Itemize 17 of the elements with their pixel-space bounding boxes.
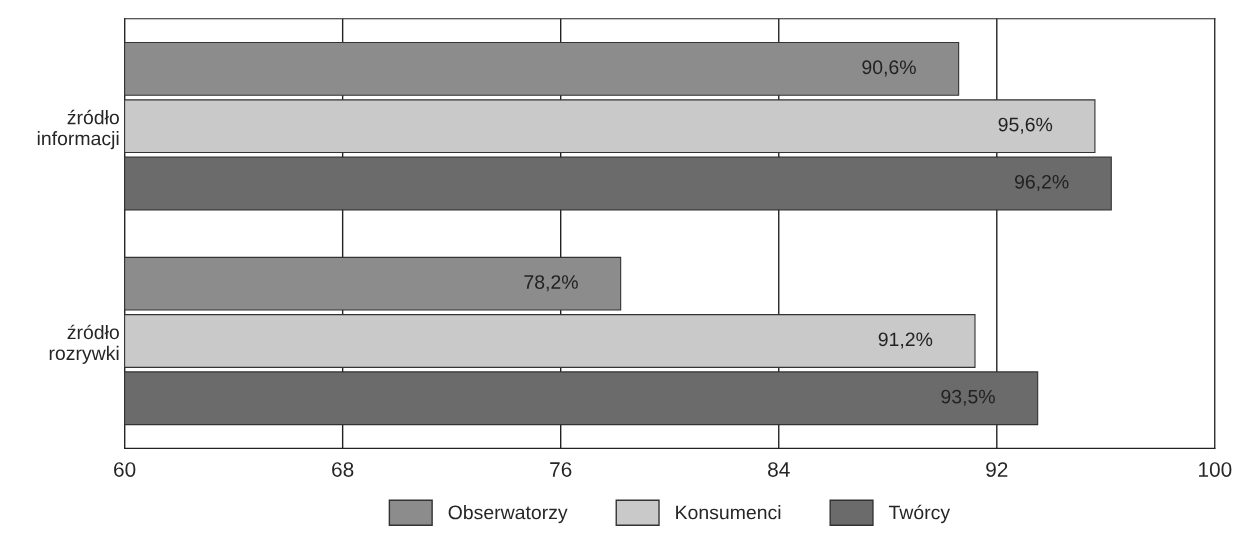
data-label: 78,2%	[524, 275, 578, 292]
data-label: 91,2%	[878, 332, 933, 349]
x-tick-label: 92	[986, 462, 1008, 477]
legend-label: Twórcy	[888, 504, 951, 524]
data-label: 90,6%	[862, 60, 916, 77]
data-label: 93,5%	[941, 389, 995, 406]
y-tick-label: źródło informacji	[37, 109, 119, 150]
x-tick-label: 68	[332, 462, 354, 477]
x-tick-label: 76	[550, 462, 572, 477]
legend-label: Obserwatorzy	[448, 505, 568, 524]
x-tick-label: 84	[768, 462, 790, 477]
data-label: 95,6%	[998, 117, 1053, 134]
x-tick-label: 60	[114, 462, 136, 477]
legend-label: Konsumenci	[676, 505, 781, 520]
data-label: 96,2%	[1014, 174, 1069, 191]
x-tick-label: 100	[1199, 462, 1232, 477]
y-tick-label: źródło rozrywki	[49, 324, 119, 364]
